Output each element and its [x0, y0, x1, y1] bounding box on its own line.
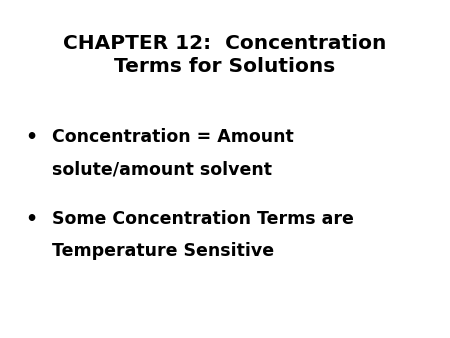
Text: solute/amount solvent: solute/amount solvent — [52, 161, 272, 178]
Text: Temperature Sensitive: Temperature Sensitive — [52, 242, 274, 260]
Text: CHAPTER 12:  Concentration
Terms for Solutions: CHAPTER 12: Concentration Terms for Solu… — [63, 34, 387, 76]
Text: Some Concentration Terms are: Some Concentration Terms are — [52, 210, 354, 227]
Text: Concentration = Amount: Concentration = Amount — [52, 128, 293, 146]
Text: •: • — [26, 210, 37, 228]
Text: •: • — [26, 128, 37, 147]
